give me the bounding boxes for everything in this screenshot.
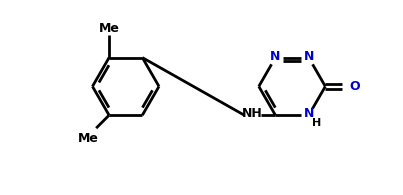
Text: H: H — [312, 118, 322, 128]
Text: NH: NH — [242, 107, 263, 120]
Text: O: O — [349, 80, 360, 93]
Text: N: N — [270, 50, 280, 63]
Text: N: N — [304, 107, 315, 120]
Text: Me: Me — [99, 22, 120, 35]
Text: N: N — [303, 50, 314, 63]
Text: Me: Me — [77, 132, 98, 145]
